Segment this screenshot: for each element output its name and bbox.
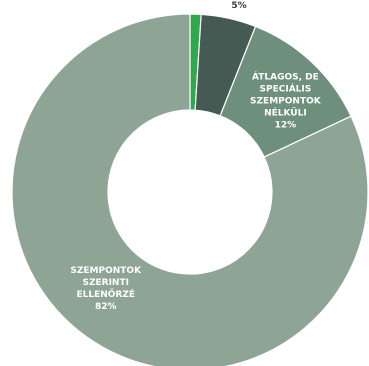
donut-label-line: SZEMPONTOK — [70, 266, 142, 276]
donut-label-line: ELLENŐRZÉ — [76, 288, 135, 300]
donut-label-line: SZERINTI — [83, 278, 129, 288]
donut-label-2: ÁTLAGOS, DE SPECIÁLIS SZEMPONTOK NÉLKÜLI 12% — [250, 71, 322, 131]
donut-label-line: 82% — [95, 302, 117, 312]
donut-label-line: NÉLKÜLI — [264, 107, 307, 119]
donut-slices — [11, 13, 369, 366]
donut-label-1: 5% — [231, 1, 246, 11]
donut-labels: 5%ÁTLAGOS, DE SPECIÁLIS SZEMPONTOK NÉLKÜLI 1… — [70, 1, 321, 312]
donut-label-line: SZEMPONTOK — [250, 97, 322, 107]
donut-label-line: SPECIÁLIS — [260, 83, 312, 95]
donut-label-line: ÁTLAGOS, DE — [252, 71, 319, 83]
donut-label-line: 12% — [275, 121, 297, 131]
donut-label-line: 5% — [231, 1, 246, 11]
donut-label-3: SZEMPONTOK SZERINTI ELLENŐRZÉ 82% — [70, 266, 142, 312]
donut-slice-3 — [11, 13, 369, 366]
